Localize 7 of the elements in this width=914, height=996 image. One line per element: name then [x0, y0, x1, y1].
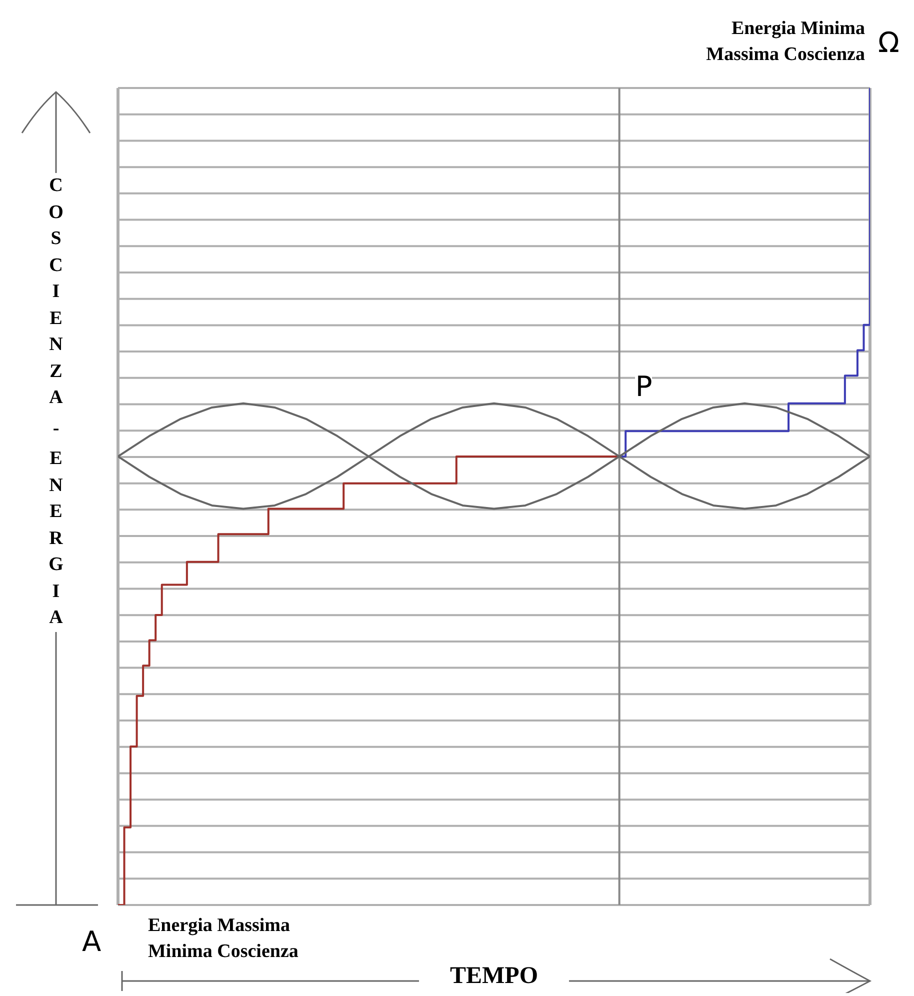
text: Energia Massima Minima Coscienza	[148, 914, 300, 964]
text: COSCIENZA - ENERGIA	[48, 175, 64, 628]
text: Energia Minima Massima Coscienza	[705, 17, 865, 67]
text: Ω	[878, 26, 900, 59]
annotation: P	[635, 370, 652, 403]
text: A	[82, 925, 102, 958]
x-axis-title: TEMPO	[424, 963, 564, 990]
